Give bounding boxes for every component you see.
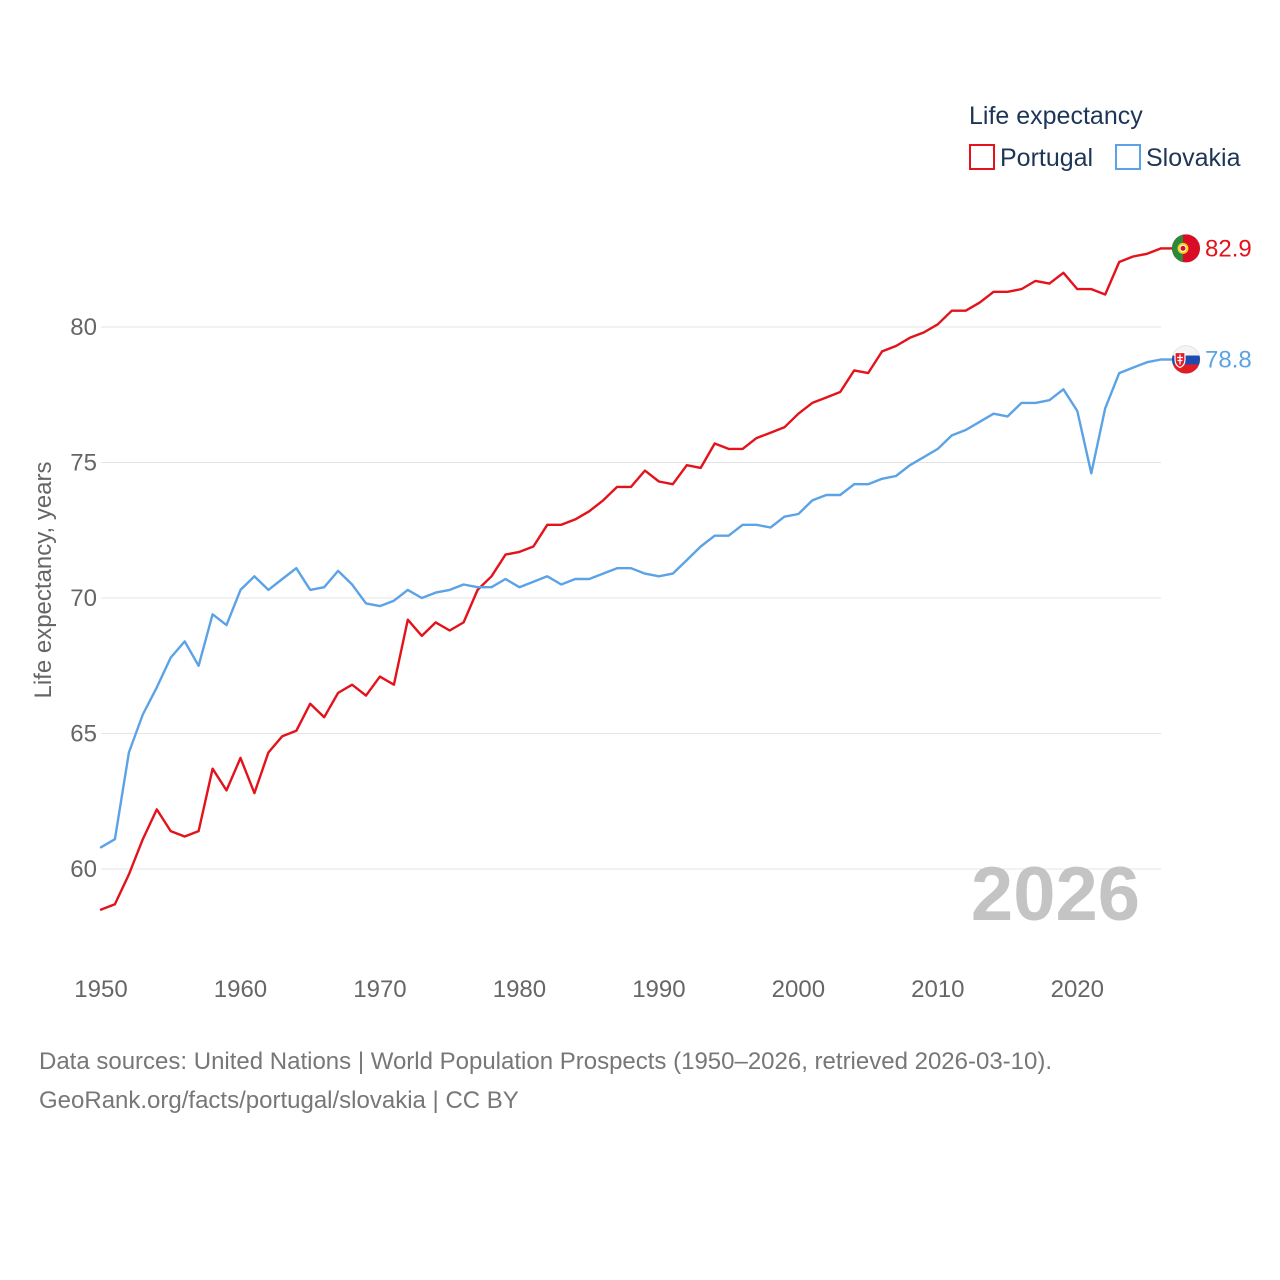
x-tick-label: 1990	[632, 976, 685, 1003]
y-axis-title: Life expectancy, years	[30, 461, 57, 698]
x-tick-label: 1970	[353, 976, 406, 1003]
x-tick-label: 1980	[493, 976, 546, 1003]
legend-label-slovakia: Slovakia	[1146, 144, 1241, 172]
legend-swatch-portugal	[969, 144, 995, 170]
series-lines	[99, 247, 1163, 911]
slovakia-flag-icon	[1171, 345, 1201, 375]
x-axis-ticks: 1950 1960 1970 1980 1990 2000 2010 2020	[74, 976, 1104, 1003]
legend-swatch-slovakia	[1115, 144, 1141, 170]
y-axis-ticks: 60 65 70 75 80	[70, 314, 97, 883]
grid-lines	[101, 326, 1161, 870]
series-end-labels: 82.9 78.8	[1161, 233, 1252, 375]
legend-item-slovakia[interactable]: Slovakia	[1115, 144, 1241, 172]
legend-title: Life expectancy	[969, 102, 1143, 130]
y-tick-label: 60	[70, 856, 97, 883]
x-tick-label: 2010	[911, 976, 964, 1003]
y-tick-label: 70	[70, 585, 97, 612]
legend: Life expectancy Portugal Slovakia	[969, 102, 1241, 172]
series-line-slovakia[interactable]	[99, 358, 1163, 849]
y-tick-label: 80	[70, 314, 97, 341]
end-label-slovakia: 78.8	[1205, 347, 1252, 374]
x-tick-label: 1960	[214, 976, 267, 1003]
year-watermark: 2026	[971, 852, 1140, 937]
series-line-portugal[interactable]	[99, 247, 1163, 911]
end-label-portugal: 82.9	[1205, 235, 1252, 262]
legend-label-portugal: Portugal	[1000, 144, 1093, 172]
x-tick-label: 2000	[772, 976, 825, 1003]
x-tick-label: 1950	[74, 976, 127, 1003]
portugal-flag-icon	[1171, 233, 1201, 263]
legend-item-portugal[interactable]: Portugal	[969, 144, 1093, 172]
source-line-2: GeoRank.org/facts/portugal/slovakia | CC…	[39, 1087, 519, 1114]
x-tick-label: 2020	[1051, 976, 1104, 1003]
y-tick-label: 65	[70, 721, 97, 748]
source-line-1: Data sources: United Nations | World Pop…	[39, 1048, 1052, 1075]
y-tick-label: 75	[70, 450, 97, 477]
